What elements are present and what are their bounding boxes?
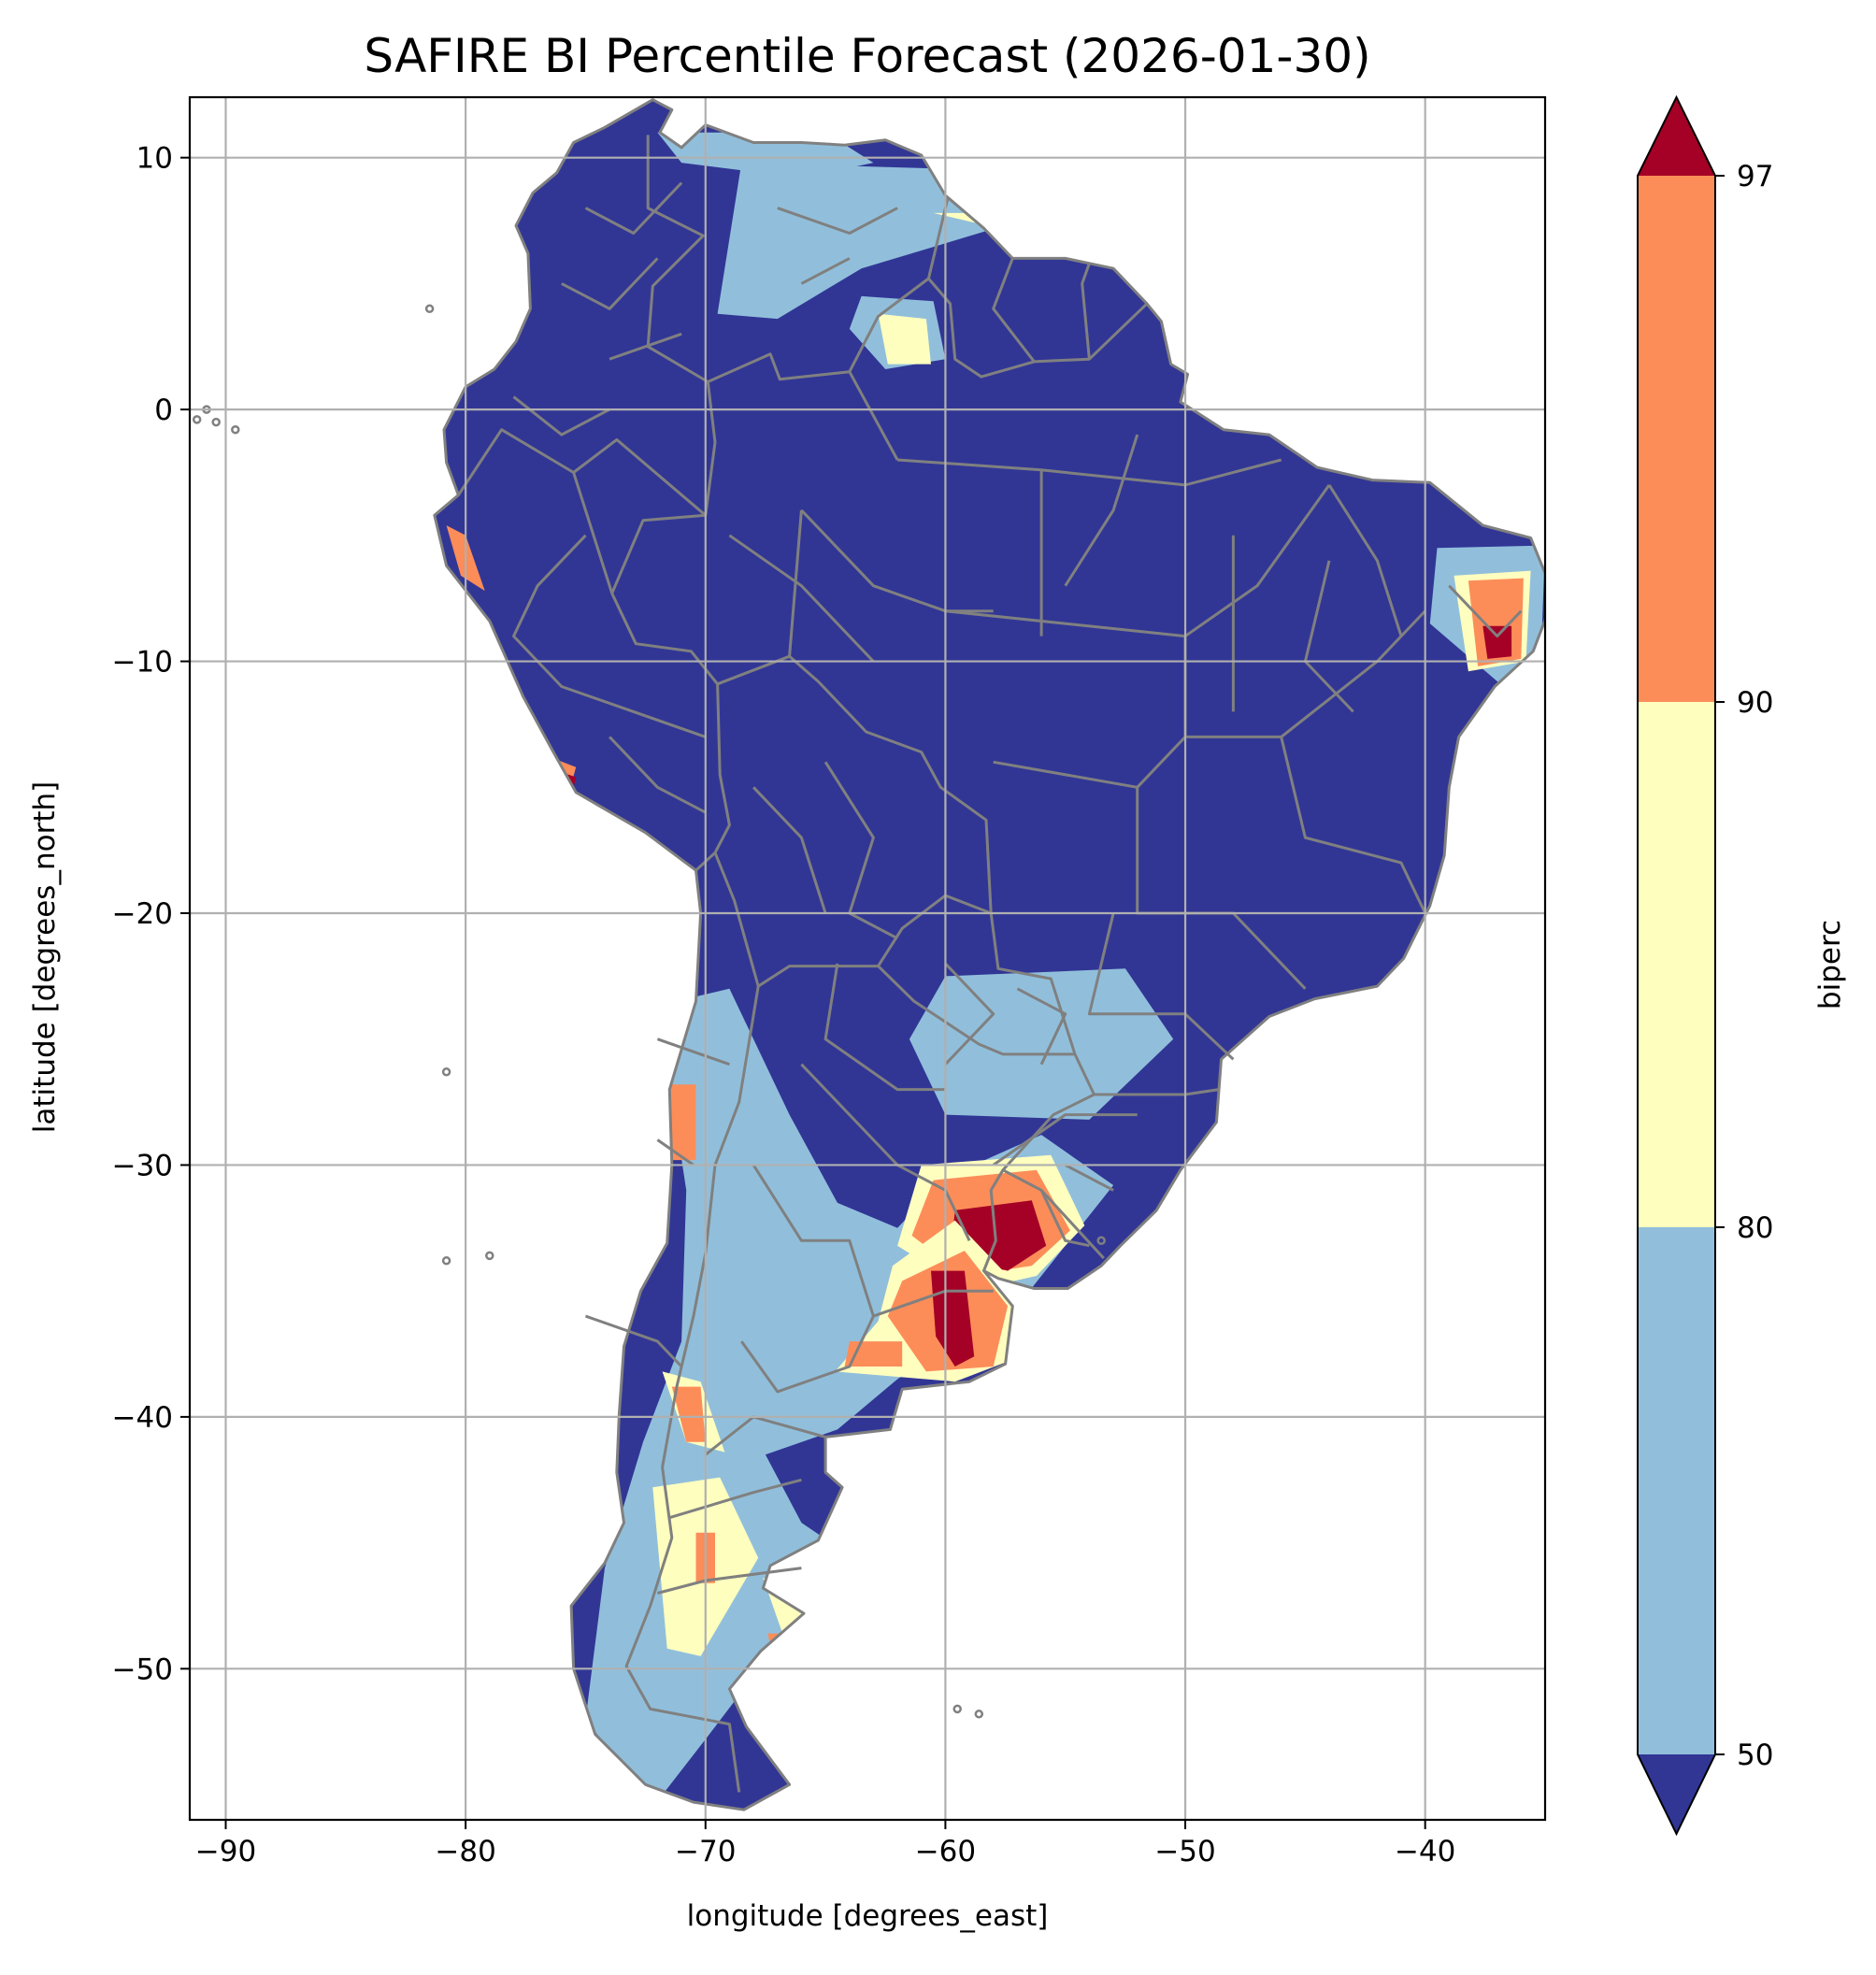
gridlines [190, 97, 1545, 1820]
border-line [992, 257, 1036, 363]
border-line [777, 207, 898, 235]
colorbar-segment-50-80 [1638, 1227, 1715, 1754]
y-axis-label: latitude [degrees_north] [28, 781, 62, 1133]
border-line [896, 458, 1282, 487]
coastline [433, 98, 1545, 1811]
border-line [1065, 1164, 1114, 1192]
island-outline [441, 1256, 451, 1266]
border-line [1016, 987, 1067, 1066]
border-line [982, 1169, 1005, 1272]
border-line [561, 257, 659, 310]
border-line [992, 1113, 1138, 1166]
colorbar-over-triangle [1638, 97, 1715, 176]
border-line [585, 1314, 683, 1368]
x-tick-label: −90 [195, 1835, 256, 1868]
biperc-region-80-90 [878, 313, 931, 365]
border-line [609, 736, 707, 814]
border-line [572, 437, 707, 517]
island-outline [424, 304, 435, 314]
island-outline [231, 424, 240, 435]
border-line [752, 786, 827, 914]
biperc-region-90-97 [666, 1084, 696, 1161]
y-axis: 10 0 −10 −20 −30 −40 −50 [112, 142, 190, 1686]
y-tick-label: −10 [112, 646, 173, 680]
island-outline [952, 1704, 962, 1714]
border-line [1081, 263, 1091, 360]
border-line [848, 370, 899, 461]
border-line [1039, 1189, 1090, 1248]
border-line [1064, 434, 1139, 587]
border-line [800, 508, 994, 613]
colorbar-label: biperc [1813, 920, 1847, 1009]
y-tick-label: 0 [154, 394, 173, 427]
biperc-region-50-80 [909, 968, 1174, 1120]
border-line [610, 277, 930, 594]
x-tick-label: −70 [675, 1835, 736, 1868]
border-line [668, 1478, 802, 1520]
x-tick-label: −40 [1395, 1835, 1455, 1868]
border-line [800, 257, 851, 285]
border-line [457, 428, 614, 594]
y-tick-label: 10 [136, 142, 173, 176]
island-outline [192, 415, 202, 424]
border-line [646, 135, 709, 383]
border-line [656, 1038, 730, 1066]
border-line [1280, 737, 1427, 914]
plot-area: −90 −80 −70 −60 −50 −40 10 0 −10 −20 −30 −40 −50 lo… [28, 95, 1547, 1933]
border-line [609, 332, 682, 361]
colorbar-tick-label: 97 [1737, 160, 1773, 193]
border-line [695, 683, 731, 872]
border-line [610, 593, 719, 685]
colorbar-segment-80-90 [1638, 702, 1715, 1227]
x-axis: −90 −80 −70 −60 −50 −40 [195, 1820, 1455, 1868]
y-tick-label: −30 [112, 1149, 173, 1182]
border-line [823, 963, 946, 1092]
border-line [713, 852, 992, 988]
border-line [656, 1138, 695, 1166]
border-line [1327, 484, 1403, 637]
island-outline [441, 1067, 451, 1077]
biperc-region-over [1482, 625, 1512, 659]
border-line [584, 181, 683, 235]
colorbar: 97 90 80 50 biperc [1637, 94, 1847, 1837]
colorbar-under-triangle [1638, 1754, 1715, 1834]
colorbar-tick-label: 80 [1737, 1211, 1773, 1245]
border-line [823, 761, 898, 940]
islands [192, 304, 1106, 1719]
y-tick-label: −50 [112, 1653, 173, 1686]
colorbar-tick-label: 90 [1737, 686, 1773, 720]
border-line [624, 985, 760, 1793]
y-tick-label: −20 [112, 897, 173, 931]
border-line [1448, 584, 1523, 638]
x-tick-label: −80 [435, 1835, 495, 1868]
plot-frame [188, 95, 1547, 1822]
island-outline [974, 1710, 984, 1719]
island-outline [485, 1251, 494, 1261]
border-line [945, 484, 1331, 638]
border-line [1087, 912, 1235, 1061]
border-line [877, 965, 1075, 1056]
island-outline [211, 417, 221, 427]
island-outline [1096, 1236, 1106, 1246]
x-tick-label: −60 [915, 1835, 976, 1868]
x-tick-label: −50 [1154, 1835, 1215, 1868]
x-axis-label: longitude [degrees_east] [687, 1899, 1049, 1933]
biperc-region-over [931, 1270, 975, 1367]
chart-title: SAFIRE BI Percentile Forecast (2026-01-3… [364, 29, 1370, 83]
border-line [944, 962, 995, 1066]
biperc-region-90-97 [671, 1386, 706, 1442]
y-tick-label: −40 [112, 1401, 173, 1435]
biperc-region-90-97 [844, 1341, 903, 1367]
colorbar-segment-90-97 [1638, 176, 1715, 702]
colorbar-tick-label: 50 [1737, 1739, 1773, 1772]
border-line [728, 534, 875, 663]
